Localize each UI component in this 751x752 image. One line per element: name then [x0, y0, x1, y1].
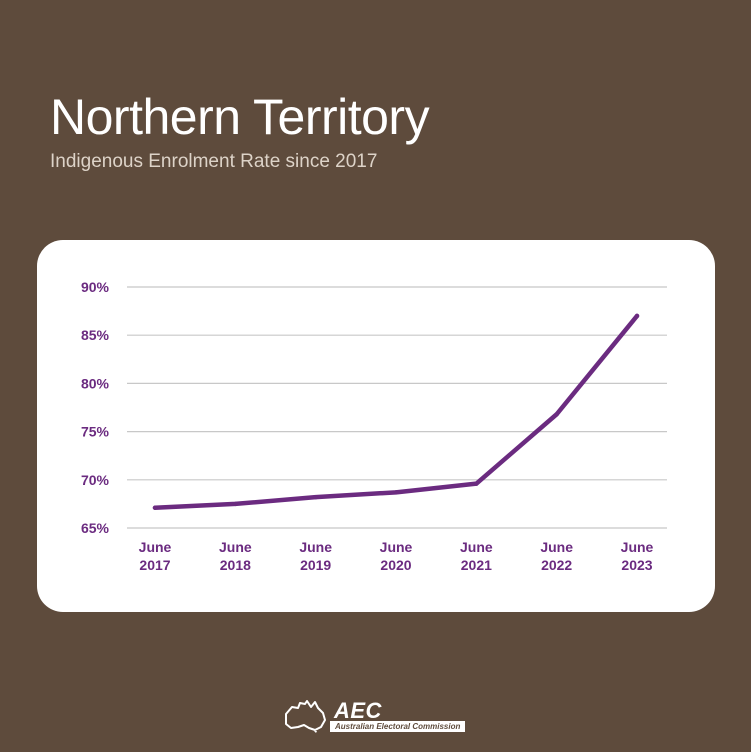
page-subtitle: Indigenous Enrolment Rate since 2017	[50, 151, 378, 172]
data-point	[313, 494, 318, 500]
aec-logo: AEC Australian Electoral Commission	[282, 698, 482, 738]
data-point	[634, 313, 640, 319]
y-tick-label: 75%	[81, 424, 110, 440]
aec-logo-subtext: Australian Electoral Commission	[330, 721, 466, 732]
x-tick-label: June 2017	[139, 539, 172, 573]
x-tick-label: June 2018	[219, 539, 252, 573]
data-point	[233, 501, 238, 507]
x-tick-label: June 2022	[540, 539, 573, 573]
y-tick-label: 85%	[81, 327, 110, 343]
x-tick-label: June 2020	[380, 539, 413, 573]
page-title: Northern Territory	[50, 89, 430, 145]
y-tick-label: 65%	[81, 520, 110, 536]
data-point	[393, 490, 399, 495]
aec-logo-text: AEC	[334, 698, 382, 723]
y-tick-label: 80%	[81, 375, 110, 391]
y-tick-label: 90%	[81, 279, 110, 295]
line-chart: 65% 70% 75% 80% 85% 90% June 2017 June 2018 June 2…	[81, 279, 667, 573]
data-point	[554, 412, 559, 417]
data-point	[474, 481, 479, 486]
series-line	[152, 313, 640, 511]
x-tick-label: June 2023	[621, 539, 654, 573]
chart-card: 65% 70% 75% 80% 85% 90% June 2017 June 2018 June 2…	[37, 240, 715, 612]
y-tick-label: 70%	[81, 472, 110, 488]
data-point	[152, 505, 158, 510]
x-tick-label: June 2021	[460, 539, 493, 573]
x-tick-label: June 2019	[299, 539, 332, 573]
australia-map-icon	[285, 700, 326, 733]
